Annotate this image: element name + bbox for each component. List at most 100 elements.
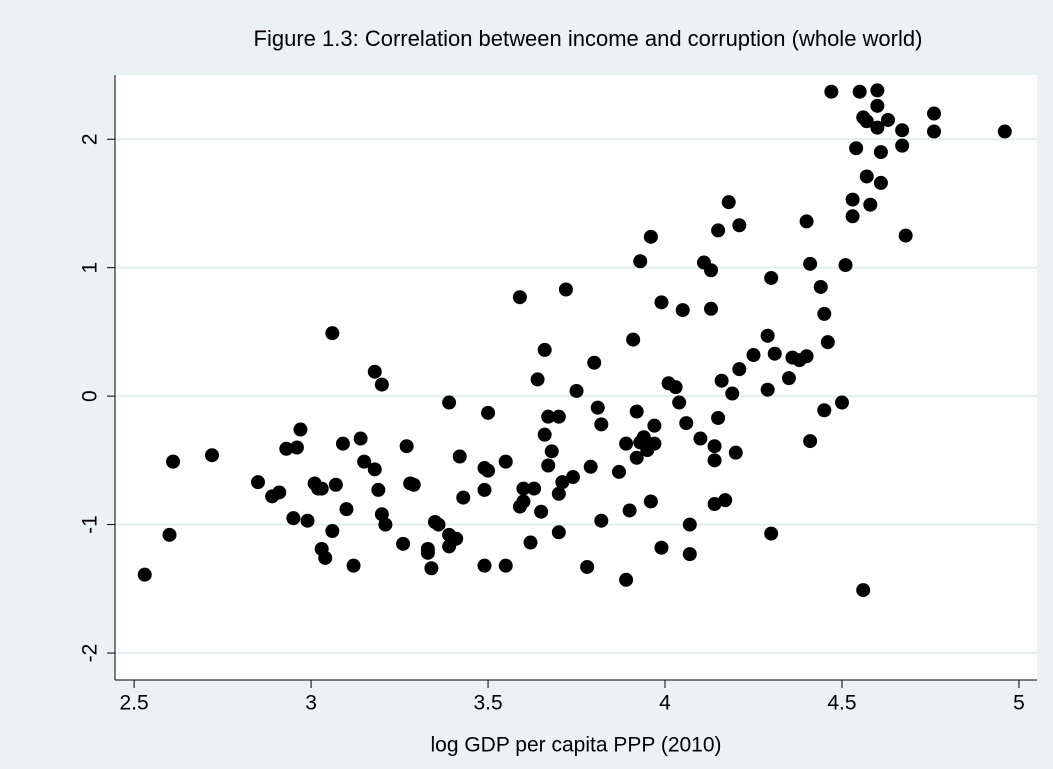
x-tick-label: 4.5 (827, 692, 856, 715)
point (863, 197, 878, 212)
point (516, 481, 531, 496)
point (707, 439, 722, 454)
point (424, 561, 439, 576)
point (732, 218, 747, 233)
point (707, 497, 722, 512)
point (767, 346, 782, 361)
point (654, 295, 669, 310)
point (622, 503, 637, 518)
point (558, 282, 573, 297)
chart-title: Figure 1.3: Correlation between income a… (254, 26, 923, 51)
point (137, 567, 152, 582)
point (420, 541, 435, 556)
point (551, 486, 566, 501)
point (580, 559, 595, 574)
point (870, 120, 885, 135)
point (764, 526, 779, 541)
x-tick-label: 5 (1013, 692, 1025, 715)
point (704, 263, 719, 278)
point (279, 441, 294, 456)
y-tick-label: 0 (79, 390, 102, 402)
point (314, 481, 329, 496)
point (799, 214, 814, 229)
point (335, 436, 350, 451)
point (619, 572, 634, 587)
point (551, 525, 566, 540)
point (512, 290, 527, 305)
point (541, 409, 556, 424)
point (396, 536, 411, 551)
point (339, 502, 354, 517)
point (803, 434, 818, 449)
y-tick-label: 2 (79, 133, 102, 145)
point (583, 459, 598, 474)
point (997, 124, 1012, 139)
point (431, 517, 446, 532)
point (293, 422, 308, 437)
x-tick-label: 2.5 (120, 692, 149, 715)
point (629, 404, 644, 419)
point (927, 124, 942, 139)
point (927, 106, 942, 121)
point (481, 405, 496, 420)
point (250, 475, 265, 490)
point (838, 258, 853, 273)
point (895, 138, 910, 153)
point (530, 372, 545, 387)
point (286, 511, 301, 526)
point (817, 306, 832, 321)
point (799, 349, 814, 364)
point (704, 301, 719, 316)
point (721, 195, 736, 210)
point (895, 123, 910, 138)
point (353, 431, 368, 446)
point (166, 454, 181, 469)
point (498, 558, 513, 573)
point (643, 229, 658, 244)
point (629, 450, 644, 465)
y-tick-label: 1 (79, 262, 102, 274)
point (873, 145, 888, 160)
point (555, 475, 570, 490)
x-axis-label: log GDP per capita PPP (2010) (430, 734, 721, 757)
point (824, 84, 839, 99)
point (714, 373, 729, 388)
point (718, 493, 733, 508)
point (870, 83, 885, 98)
point (537, 427, 552, 442)
point (672, 395, 687, 410)
point (406, 477, 421, 492)
point (328, 477, 343, 492)
point (693, 431, 708, 446)
point (711, 223, 726, 238)
point (378, 517, 393, 532)
point (498, 454, 513, 469)
point (647, 436, 662, 451)
point (527, 481, 542, 496)
point (318, 550, 333, 565)
point (300, 513, 315, 528)
point (870, 98, 885, 113)
point (289, 440, 304, 455)
point (643, 494, 658, 509)
point (523, 535, 538, 550)
point (859, 169, 874, 184)
point (820, 335, 835, 350)
point (803, 256, 818, 271)
point (325, 523, 340, 538)
point (367, 364, 382, 379)
point (845, 192, 860, 207)
point (633, 254, 648, 269)
point (516, 494, 531, 509)
point (551, 409, 566, 424)
point (626, 332, 641, 347)
point (679, 416, 694, 431)
y-tick-label: -2 (79, 644, 102, 663)
point (565, 470, 580, 485)
point (452, 449, 467, 464)
point (668, 380, 683, 395)
x-tick-label: 3 (305, 692, 317, 715)
point (367, 462, 382, 477)
